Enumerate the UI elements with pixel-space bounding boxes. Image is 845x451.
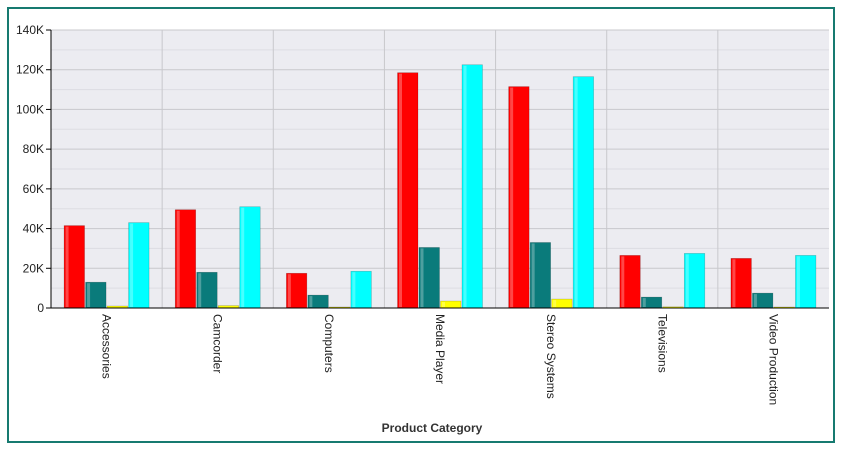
bar-highlight [531, 243, 535, 307]
bar-highlight [130, 223, 134, 307]
bar [85, 281, 107, 309]
y-tick-label: 60K [23, 182, 44, 196]
y-tick-label: 0 [37, 301, 44, 315]
bar [128, 222, 150, 309]
y-tick-label: 20K [23, 261, 44, 275]
bar-highlight [753, 294, 757, 307]
x-category-label: Computers [322, 314, 336, 373]
bar [63, 225, 85, 309]
bar-highlight [241, 207, 245, 307]
chart-frame: 0 20K 40K 60K 80K 100K 120K 140K Accessories Cam… [7, 7, 835, 443]
x-category-label: Video Production [766, 314, 780, 405]
x-category-label: Media Player [433, 314, 447, 384]
bar-highlight [442, 302, 445, 307]
bar [239, 206, 261, 309]
bar-highlight [352, 272, 356, 307]
y-tick-label: 120K [16, 63, 44, 77]
bar [752, 292, 774, 309]
y-tick-label: 80K [23, 142, 44, 156]
bar-highlight [176, 210, 180, 307]
bar [551, 298, 573, 309]
bar-highlight [420, 248, 424, 307]
x-axis-title: Product Category [382, 421, 483, 435]
x-category-label: Stereo Systems [544, 314, 558, 399]
bar [307, 294, 329, 309]
bar [461, 64, 483, 309]
bar [572, 76, 594, 309]
bar [795, 255, 817, 309]
bar-highlight [574, 77, 578, 308]
bar [529, 242, 551, 309]
bar [508, 86, 530, 309]
bar-chart: 0 20K 40K 60K 80K 100K 120K 140K Accessories Cam… [16, 23, 829, 435]
bar [397, 72, 419, 309]
bar-highlight [87, 283, 91, 307]
plot-area [51, 29, 829, 309]
y-tick-label: 100K [16, 102, 44, 116]
x-category-label: Camcorder [211, 314, 225, 373]
x-axis: Accessories Camcorder Computers Media Playe… [100, 314, 781, 405]
bar-highlight [796, 256, 800, 307]
bar-highlight [510, 87, 514, 307]
bar [196, 271, 218, 309]
bar-highlight [309, 296, 313, 307]
bar [286, 272, 308, 309]
bar [683, 253, 706, 309]
bar-highlight [621, 256, 625, 307]
bar-highlight [732, 259, 736, 307]
x-category-label: Televisions [655, 314, 669, 373]
bar [418, 247, 440, 309]
bar-highlight [685, 254, 689, 307]
bar [174, 209, 197, 309]
y-tick-label: 40K [23, 222, 44, 236]
bar-highlight [198, 273, 202, 307]
bar [640, 296, 663, 309]
bar-highlight [553, 300, 557, 307]
bar-highlight [463, 65, 467, 307]
bar [350, 270, 372, 309]
bar-highlight [65, 226, 69, 307]
y-tick-label: 140K [16, 23, 44, 37]
bar [619, 255, 641, 309]
bar-highlight [399, 73, 402, 307]
x-category-label: Accessories [100, 314, 114, 379]
y-axis: 0 20K 40K 60K 80K 100K 120K 140K [16, 23, 829, 315]
bar-highlight [642, 298, 646, 307]
bar [440, 300, 462, 309]
bar [730, 258, 752, 309]
bar-highlight [287, 274, 291, 307]
